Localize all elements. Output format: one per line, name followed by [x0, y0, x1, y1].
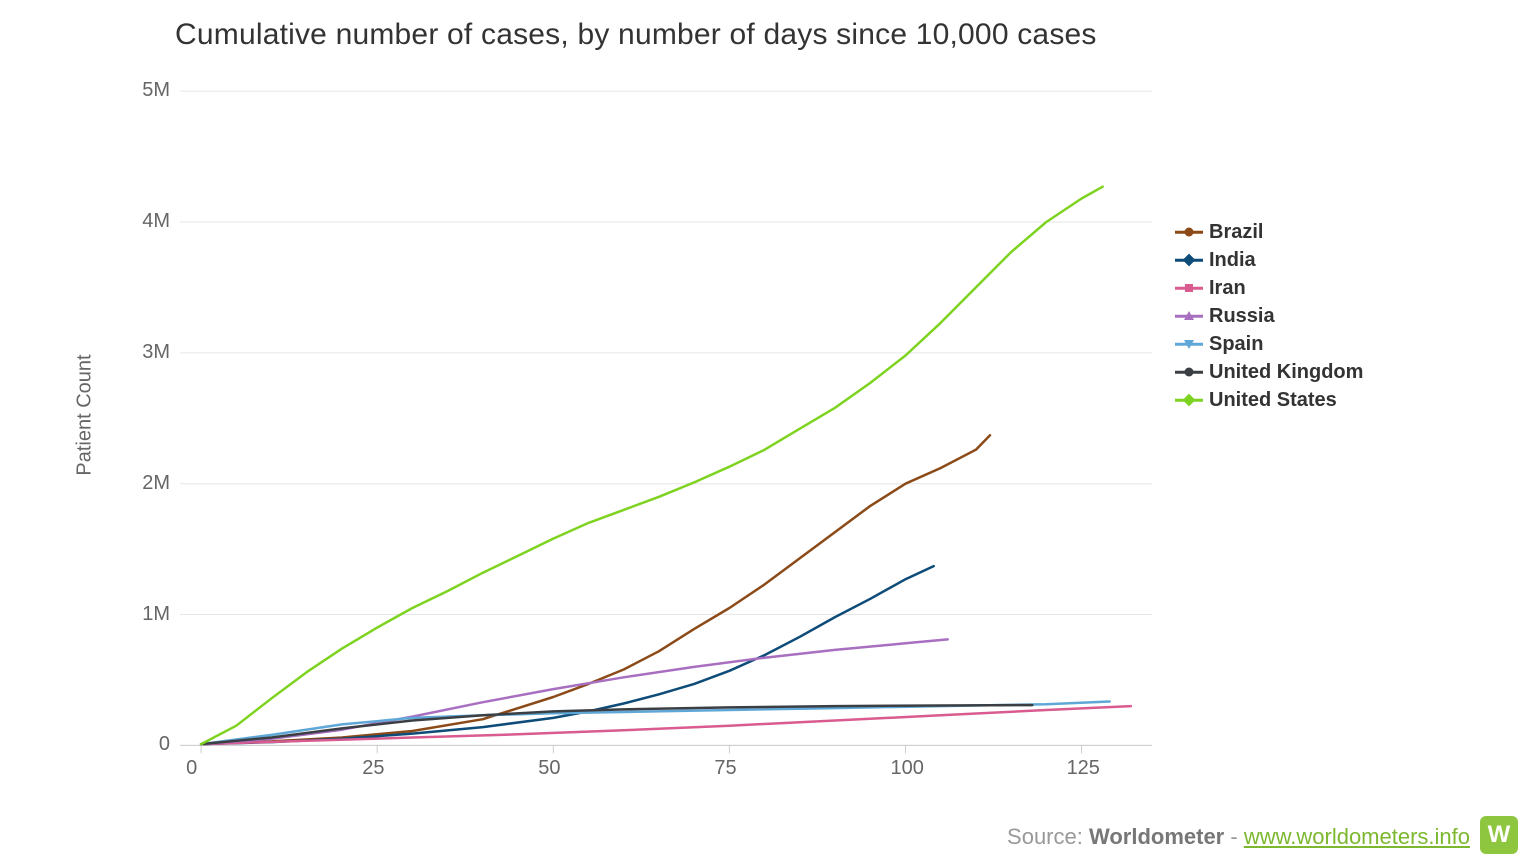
source-separator: -: [1224, 824, 1244, 849]
chart-title: Cumulative number of cases, by number of…: [175, 18, 1097, 52]
x-tick-label: 25: [362, 757, 384, 780]
x-tick-label: 125: [1067, 757, 1100, 780]
legend-label: Iran: [1209, 277, 1246, 300]
x-tick-label: 50: [538, 757, 560, 780]
legend-item-india[interactable]: India: [1175, 246, 1363, 274]
legend-item-brazil[interactable]: Brazil: [1175, 218, 1363, 246]
legend-item-iran[interactable]: Iran: [1175, 274, 1363, 302]
legend-label: Spain: [1209, 333, 1263, 356]
y-tick-label: 4M: [110, 210, 170, 233]
legend-item-spain[interactable]: Spain: [1175, 330, 1363, 358]
worldometer-logo[interactable]: W: [1480, 816, 1518, 854]
legend-marker-icon: [1175, 390, 1203, 410]
series-united-states[interactable]: [201, 187, 1103, 744]
series-brazil[interactable]: [201, 435, 990, 744]
legend-marker-icon: [1175, 278, 1203, 298]
legend-item-united-states[interactable]: United States: [1175, 386, 1363, 414]
legend-label: India: [1209, 249, 1256, 272]
x-tick-label: 0: [186, 757, 197, 780]
legend-label: United States: [1209, 389, 1337, 412]
legend-label: Brazil: [1209, 221, 1263, 244]
legend-marker-icon: [1175, 334, 1203, 354]
legend-item-united-kingdom[interactable]: United Kingdom: [1175, 358, 1363, 386]
legend[interactable]: Brazil India Iran Russia Spain United Kingdom…: [1175, 218, 1363, 414]
y-axis-label: Patient Count: [74, 354, 97, 475]
y-tick-label: 2M: [110, 472, 170, 495]
source-prefix: Source:: [1007, 824, 1089, 849]
source-credit: Source: Worldometer - www.worldometers.i…: [1007, 824, 1470, 850]
y-tick-label: 5M: [110, 79, 170, 102]
legend-marker-icon: [1175, 250, 1203, 270]
plot-area: [180, 65, 1152, 765]
legend-label: Russia: [1209, 305, 1275, 328]
x-tick-label: 75: [714, 757, 736, 780]
series-india[interactable]: [201, 566, 934, 744]
y-tick-label: 1M: [110, 603, 170, 626]
legend-marker-icon: [1175, 362, 1203, 382]
y-tick-label: 0: [110, 733, 170, 756]
legend-marker-icon: [1175, 222, 1203, 242]
y-tick-label: 3M: [110, 341, 170, 364]
source-link[interactable]: www.worldometers.info: [1244, 824, 1470, 849]
logo-glyph: W: [1488, 821, 1511, 849]
legend-item-russia[interactable]: Russia: [1175, 302, 1363, 330]
x-tick-label: 100: [890, 757, 923, 780]
chart-container: Cumulative number of cases, by number of…: [0, 0, 1536, 864]
legend-label: United Kingdom: [1209, 361, 1363, 384]
legend-marker-icon: [1175, 306, 1203, 326]
source-name: Worldometer: [1089, 824, 1224, 849]
